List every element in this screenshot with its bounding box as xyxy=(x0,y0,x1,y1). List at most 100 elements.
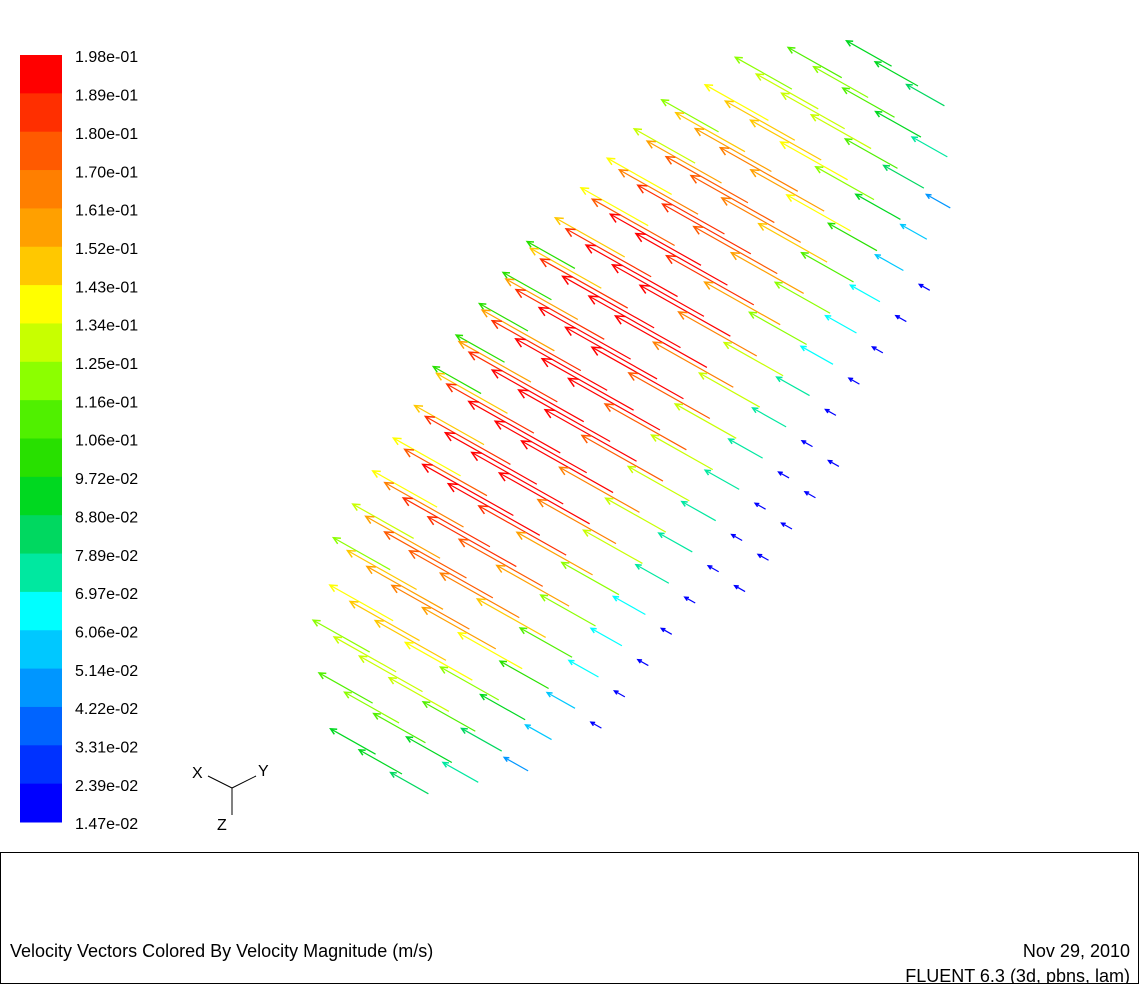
vector-shaft xyxy=(684,596,696,604)
vector-shaft xyxy=(499,472,590,525)
vector-shaft xyxy=(580,187,649,227)
colorbar-band xyxy=(20,361,62,401)
vector-shaft xyxy=(848,377,860,385)
vector-head xyxy=(749,168,760,178)
vector-head xyxy=(730,533,736,539)
vector-shaft xyxy=(515,338,608,391)
vector-head xyxy=(520,440,532,450)
vector-head xyxy=(604,497,614,505)
vector-head xyxy=(490,369,503,379)
colorbar-band xyxy=(20,476,62,516)
colorbar-band xyxy=(20,591,62,631)
vector-shaft xyxy=(503,756,529,772)
vector-shaft xyxy=(402,497,491,548)
vector-shaft xyxy=(440,666,500,701)
vector-head xyxy=(785,194,795,203)
vector-head xyxy=(311,619,321,627)
vector-shaft xyxy=(333,636,397,673)
vector-head xyxy=(899,223,907,230)
vector-shaft xyxy=(448,483,541,536)
vector-shaft xyxy=(491,320,582,372)
vector-head xyxy=(733,56,743,64)
vector-shaft xyxy=(590,627,623,647)
vector-shaft xyxy=(775,281,831,314)
vector-head xyxy=(917,283,924,289)
vector-head xyxy=(843,138,853,146)
vector-shaft xyxy=(615,315,708,368)
vector-shaft xyxy=(900,224,928,240)
vector-shaft xyxy=(731,534,743,541)
vector-shaft xyxy=(481,309,555,352)
vector-shaft xyxy=(605,497,667,533)
vector-shaft xyxy=(720,147,799,192)
colorbar-label: 1.47e-02 xyxy=(75,816,138,833)
vector-shaft xyxy=(681,501,717,522)
vector-shaft xyxy=(804,491,816,499)
vector-shaft xyxy=(728,438,763,459)
colorbar-label: 4.22e-02 xyxy=(75,701,138,718)
vector-shaft xyxy=(505,278,579,321)
vector-head xyxy=(590,346,602,356)
vector-head xyxy=(589,627,597,634)
vector-shaft xyxy=(735,56,793,90)
vector-shaft xyxy=(906,84,945,107)
vector-shaft xyxy=(801,440,813,448)
vector-head xyxy=(841,87,850,95)
vector-head xyxy=(357,749,366,756)
vector-head xyxy=(581,529,592,537)
colorbar-band xyxy=(20,208,62,248)
vector-head xyxy=(421,463,433,474)
vector-head xyxy=(498,660,508,668)
vector-shaft xyxy=(800,345,834,365)
vector-shaft xyxy=(565,228,652,278)
vector-head xyxy=(514,338,526,348)
vector-head xyxy=(441,761,449,768)
vector-shaft xyxy=(390,772,429,795)
vector-head xyxy=(677,311,688,320)
vector-head xyxy=(613,315,626,325)
vector-head xyxy=(446,482,459,493)
vector-shaft xyxy=(842,87,895,118)
colorbar-label: 8.80e-02 xyxy=(75,509,138,526)
vector-shaft xyxy=(749,311,807,346)
vector-head xyxy=(613,690,619,695)
vector-shaft xyxy=(828,222,878,252)
vector-shaft xyxy=(855,193,901,220)
vector-head xyxy=(524,724,531,730)
colorbar-band xyxy=(20,706,62,746)
vector-head xyxy=(756,553,763,559)
vector-head xyxy=(584,244,597,254)
vector-shaft xyxy=(546,692,576,709)
vector-shaft xyxy=(359,655,423,693)
vector-head xyxy=(504,278,515,287)
vector-shaft xyxy=(477,598,546,638)
vector-head xyxy=(660,99,670,107)
vector-head xyxy=(467,351,479,361)
vector-shaft xyxy=(750,119,822,161)
vector-head xyxy=(753,502,760,508)
vector-shaft xyxy=(440,572,520,619)
vector-shaft xyxy=(518,389,611,442)
vector-shaft xyxy=(446,383,535,434)
colorbar-label: 6.06e-02 xyxy=(75,624,138,641)
vector-shaft xyxy=(436,372,508,414)
vector-head xyxy=(657,532,665,539)
vector-head xyxy=(874,253,881,260)
vector-head xyxy=(703,469,712,476)
vector-head xyxy=(603,403,615,413)
vector-shaft xyxy=(875,254,904,272)
vector-head xyxy=(364,515,375,524)
vector-shaft xyxy=(502,271,552,301)
vector-shaft xyxy=(445,432,538,485)
vector-shaft xyxy=(365,515,441,559)
vector-head xyxy=(800,251,809,260)
vector-shaft xyxy=(757,553,769,561)
vector-shaft xyxy=(581,434,664,482)
vector-shaft xyxy=(458,632,523,670)
vector-shaft xyxy=(496,564,570,607)
vector-shaft xyxy=(635,233,728,286)
vector-head xyxy=(371,470,381,478)
vector-field xyxy=(311,39,951,795)
vector-head xyxy=(706,565,713,570)
vector-shaft xyxy=(468,400,561,454)
